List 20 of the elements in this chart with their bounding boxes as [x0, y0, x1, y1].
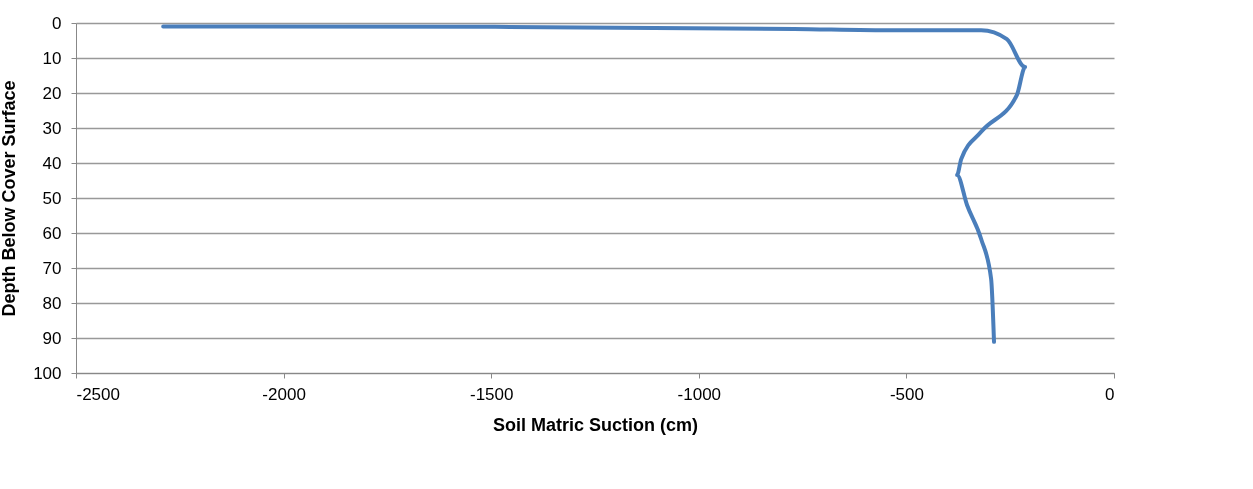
y-tick-label: 90	[42, 328, 62, 348]
x-tick-label: 0	[1105, 384, 1115, 404]
y-tick-label: 80	[42, 293, 62, 313]
x-tick-label: -1500	[469, 384, 514, 404]
y-tick-label: 100	[33, 363, 62, 383]
x-tick-label: -500	[889, 384, 924, 404]
y-tick-label: 40	[42, 153, 62, 173]
y-tick-label: 0	[52, 13, 62, 33]
line-series	[161, 24, 1028, 344]
y-tick-label: 20	[42, 83, 62, 103]
x-axis-title: Soil Matric Suction (cm)	[492, 414, 699, 435]
y-tick-label: 70	[42, 258, 62, 278]
y-axis-title: Depth Below Cover Surface	[0, 80, 20, 317]
y-tick-label: 50	[42, 188, 62, 208]
y-tick-label: 10	[42, 48, 62, 68]
x-tick-label: -1000	[677, 384, 722, 404]
x-tick-label: -2500	[76, 384, 120, 404]
x-tick-label: -2000	[262, 384, 306, 404]
y-tick-label: 30	[42, 118, 62, 138]
y-tick-label: 60	[42, 223, 62, 243]
